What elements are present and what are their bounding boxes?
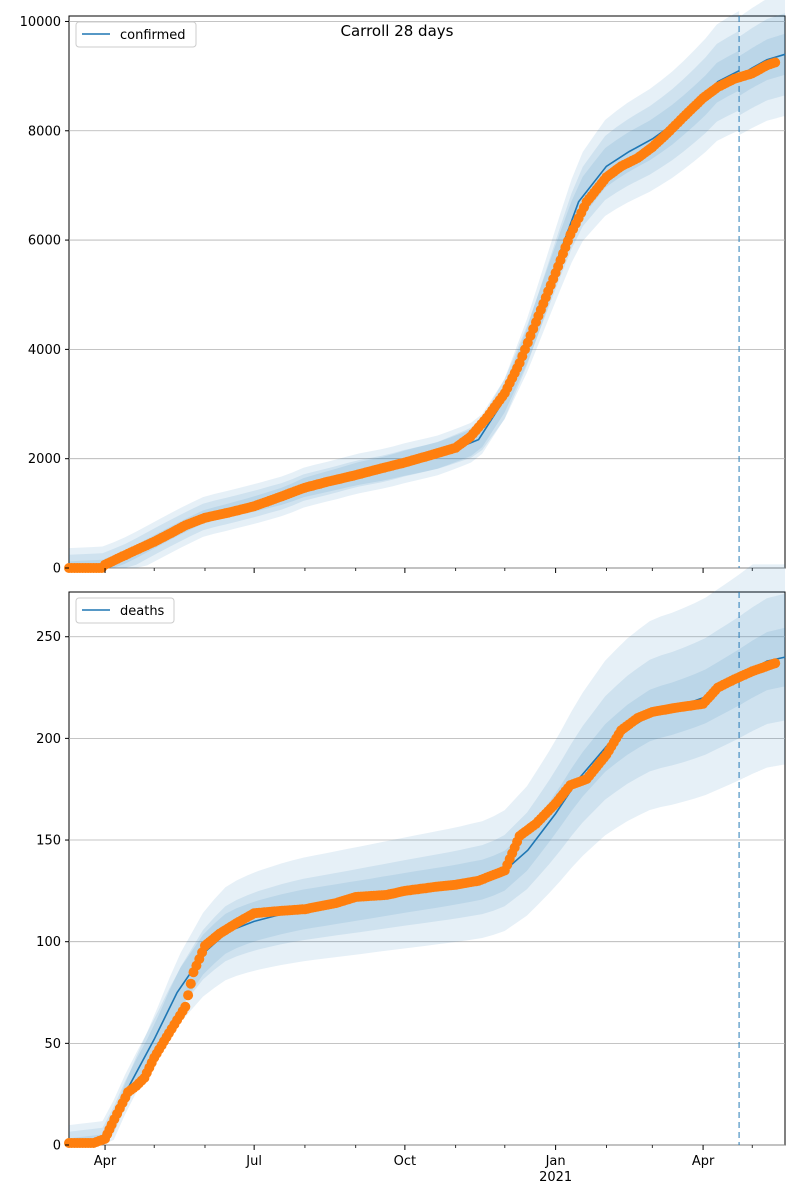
x-tick-label: Jan <box>545 1154 566 1169</box>
fit-confidence-band <box>69 11 740 568</box>
deaths-y-ticks: 0 50 100 150 200 250 <box>36 630 69 1154</box>
observed-point <box>770 658 781 669</box>
legend-label-confirmed: confirmed <box>120 28 186 43</box>
y-tick-label: 4000 <box>28 343 61 358</box>
fit-confidence-band <box>69 649 740 1145</box>
confirmed-observed-points <box>64 57 781 573</box>
y-tick-label: 6000 <box>28 234 61 249</box>
observed-point <box>185 978 196 989</box>
observed-point <box>770 57 781 68</box>
fit-confidence-band <box>69 574 740 1145</box>
y-tick-label: 150 <box>36 834 61 849</box>
x-tick-label: Apr <box>692 1154 715 1169</box>
x-tick-sublabel: 2021 <box>539 1170 572 1185</box>
confirmed-x-ticks <box>104 568 753 573</box>
y-tick-label: 0 <box>53 1139 61 1154</box>
legend-box <box>75 21 197 48</box>
x-tick-label: Oct <box>394 1154 416 1169</box>
observed-point <box>180 1001 191 1012</box>
fit-confidence-band <box>69 616 740 1145</box>
y-tick-label: 50 <box>44 1037 61 1052</box>
y-tick-label: 200 <box>36 732 61 747</box>
figure-title: Carroll 28 days <box>341 22 454 40</box>
x-tick-label: Apr <box>94 1154 117 1169</box>
legend-box <box>75 597 175 624</box>
deaths-confidence-bands <box>69 564 785 1145</box>
x-tick-label: Jul <box>245 1154 262 1169</box>
confirmed-y-ticks: 0 2000 4000 6000 8000 10000 <box>20 15 69 577</box>
confirmed-confidence-bands <box>69 0 785 569</box>
legend-label-deaths: deaths <box>120 604 165 619</box>
deaths-observed-points <box>64 658 781 1148</box>
y-tick-label: 10000 <box>20 15 61 30</box>
y-tick-label: 250 <box>36 630 61 645</box>
observed-point <box>183 990 194 1001</box>
y-tick-label: 100 <box>36 935 61 950</box>
fit-confidence-band <box>69 50 740 569</box>
confirmed-panel: 0 2000 4000 6000 8000 10000 confirmed <box>20 0 786 577</box>
deaths-legend: deaths <box>75 597 175 624</box>
confirmed-legend: confirmed <box>75 21 197 48</box>
y-tick-label: 8000 <box>28 124 61 139</box>
y-tick-label: 2000 <box>28 452 61 467</box>
y-tick-label: 0 <box>53 562 61 577</box>
deaths-gridlines <box>69 636 785 1146</box>
